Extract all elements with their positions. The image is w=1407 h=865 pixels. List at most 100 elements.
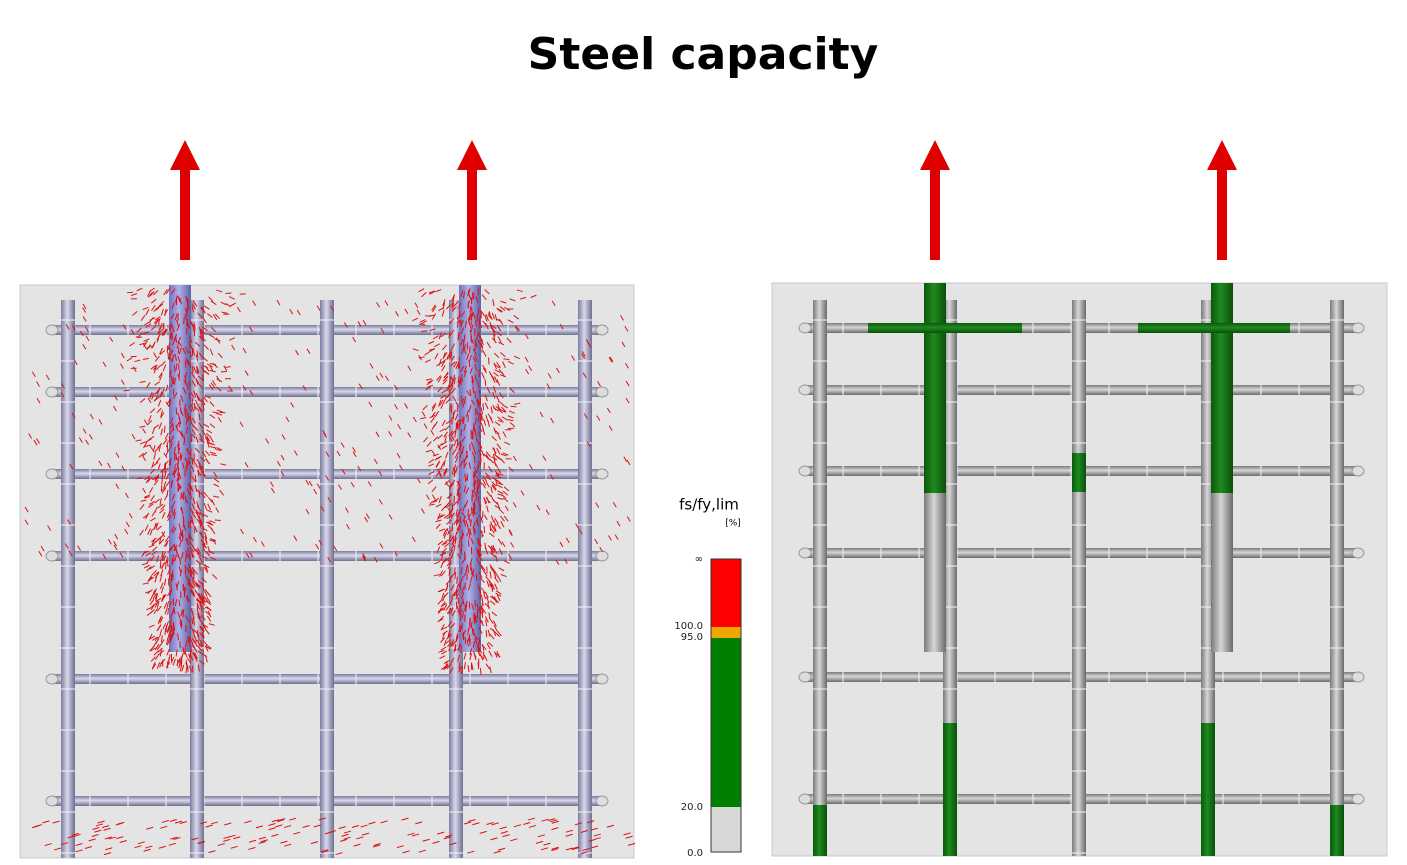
crack: [97, 820, 105, 824]
crack: [441, 592, 445, 600]
crack: [472, 640, 476, 648]
crack: [461, 592, 465, 599]
crack: [512, 455, 517, 462]
crack: [108, 836, 116, 840]
crack: [451, 300, 454, 308]
crack: [367, 481, 372, 487]
crack: [153, 523, 158, 531]
rebar-vertical: [320, 300, 334, 858]
crack: [103, 852, 112, 856]
crack: [476, 603, 479, 612]
crack: [419, 319, 426, 323]
crack: [244, 462, 249, 468]
crack: [490, 595, 496, 601]
crack: [462, 344, 467, 351]
crack: [453, 464, 456, 472]
crack: [460, 338, 464, 346]
crack: [430, 417, 435, 423]
crack: [597, 381, 601, 387]
crack: [559, 323, 564, 330]
crack: [466, 390, 471, 396]
legend-band: [711, 638, 741, 807]
crack: [203, 566, 209, 574]
crack: [169, 322, 172, 330]
crack: [497, 408, 503, 414]
crack: [555, 559, 560, 565]
crack: [508, 530, 513, 537]
crack: [224, 366, 231, 369]
crack: [149, 647, 156, 652]
legend-unit: [%]: [725, 519, 741, 529]
crack: [361, 832, 370, 836]
crack: [499, 515, 505, 522]
crack: [194, 406, 200, 412]
crack: [460, 567, 463, 575]
crack: [71, 325, 76, 331]
crack: [173, 467, 178, 475]
crack: [194, 341, 201, 347]
crack: [36, 381, 40, 387]
crack: [486, 505, 489, 513]
crack: [198, 422, 204, 429]
crack: [473, 528, 476, 536]
crack: [404, 308, 409, 315]
crack: [160, 639, 165, 646]
crack: [462, 504, 466, 512]
crack: [457, 654, 461, 662]
rebar-end: [798, 465, 812, 477]
crack: [484, 394, 488, 402]
crack: [169, 544, 175, 551]
crack: [145, 512, 150, 520]
crack: [433, 436, 439, 442]
crack: [468, 359, 471, 367]
crack: [151, 393, 155, 400]
crack: [491, 822, 499, 826]
arrow-shaft: [930, 168, 940, 260]
crack: [168, 546, 173, 553]
crack: [169, 357, 174, 363]
crack: [454, 430, 457, 438]
crack: [201, 307, 206, 314]
crack: [160, 308, 164, 316]
crack: [161, 487, 167, 494]
crack: [513, 824, 522, 828]
crack: [492, 391, 496, 399]
crack: [501, 406, 507, 413]
crack: [214, 313, 220, 320]
crack: [154, 316, 161, 321]
crack: [424, 351, 431, 356]
crack: [195, 354, 199, 362]
crack: [437, 386, 443, 393]
crack: [202, 403, 205, 411]
crack: [188, 665, 193, 672]
crack: [437, 444, 442, 450]
crack: [582, 847, 590, 851]
crack: [593, 833, 601, 837]
crack: [481, 607, 487, 614]
crack: [119, 839, 127, 843]
crack: [474, 637, 478, 645]
crack: [132, 366, 137, 372]
crack: [450, 479, 456, 486]
crack: [451, 551, 455, 559]
crack: [434, 410, 440, 418]
crack: [482, 479, 487, 486]
crack: [159, 350, 166, 356]
crack: [143, 338, 150, 342]
crack: [174, 335, 178, 343]
crack: [249, 552, 254, 558]
crack: [170, 584, 173, 592]
crack: [172, 527, 177, 534]
crack: [448, 534, 452, 542]
crack: [479, 442, 483, 449]
crack: [36, 438, 40, 444]
crack: [412, 348, 419, 352]
crack: [478, 555, 484, 562]
crack: [399, 464, 403, 471]
crack: [145, 323, 152, 328]
legend-frame: [710, 558, 742, 853]
crack: [199, 625, 205, 632]
crack: [167, 342, 171, 350]
crack: [404, 403, 409, 409]
crack: [187, 563, 192, 571]
